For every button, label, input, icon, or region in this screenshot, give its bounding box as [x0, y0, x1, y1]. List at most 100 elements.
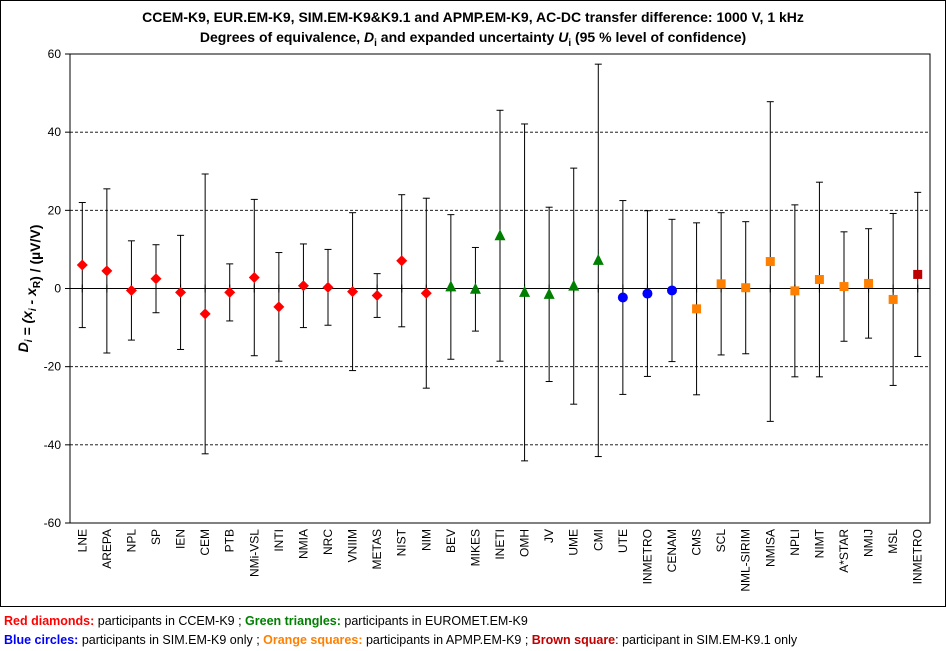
legend-text: participants in CCEM-K9 ; [94, 614, 246, 628]
data-point-square [716, 279, 726, 289]
x-tick-label: MIKES [468, 529, 482, 566]
subtitle-part: (95 % level of confidence) [571, 29, 747, 45]
legend: Red diamonds: participants in CCEM-K9 ; … [4, 612, 797, 650]
x-tick-label: INMETRO [911, 529, 925, 584]
x-tick-label: NIMT [812, 528, 826, 558]
x-tick-label: VNIIM [346, 529, 360, 562]
x-tick-label: NPL [124, 529, 138, 553]
data-point-square [913, 269, 923, 279]
legend-text: Green triangles: [245, 614, 341, 628]
x-tick-label: SCL [714, 529, 728, 553]
x-tick-label: BEV [444, 529, 458, 553]
x-tick-label: NPLI [788, 529, 802, 556]
x-tick-label: INTI [272, 529, 286, 552]
data-point-diamond [420, 287, 432, 299]
data-point-diamond [371, 290, 383, 302]
x-tick-label: NIST [395, 528, 409, 556]
y-axis-label-part: ) / (µV/V) [27, 225, 43, 281]
x-tick-label: UTE [616, 529, 630, 553]
subtitle-part: Degrees of equivalence, [199, 29, 365, 45]
data-point-diamond [248, 272, 260, 284]
data-point-circle [667, 285, 677, 296]
x-tick-label: CENAM [665, 529, 679, 572]
data-point-square [741, 283, 751, 293]
x-tick-label: A*STAR [837, 529, 851, 573]
x-tick-label: IEN [174, 529, 188, 549]
y-axis-label-part: D [15, 342, 31, 352]
x-tick-label: JV [542, 529, 556, 543]
data-point-triangle [445, 280, 457, 292]
legend-text: Red diamonds: [4, 614, 95, 628]
x-tick-label: MSL [886, 529, 900, 554]
subtitle-part: D [364, 29, 375, 45]
x-tick-label: PTB [223, 529, 237, 552]
y-tick-label: 60 [48, 47, 62, 61]
y-tick-label: 40 [48, 125, 62, 139]
y-axis-label-part: R [32, 280, 43, 288]
data-point-diamond [199, 308, 211, 320]
x-tick-label: NMISA [763, 529, 777, 567]
chart-title: CCEM-K9, EUR.EM-K9, SIM.EM-K9&K9.1 and A… [142, 9, 804, 25]
y-tick-label: 0 [54, 282, 61, 296]
legend-text: Blue circles: [4, 633, 79, 647]
data-point-diamond [175, 286, 187, 298]
subtitle-part: i [568, 37, 572, 49]
data-point-triangle [568, 279, 580, 291]
data-point-diamond [273, 301, 285, 313]
data-point-diamond [150, 273, 162, 285]
x-tick-label: NML-SIRIM [739, 529, 753, 592]
data-point-square [765, 257, 775, 267]
legend-text: Orange squares: [263, 633, 363, 647]
legend-text: participants in APMP.EM-K9 ; [362, 633, 532, 647]
legend-line-1: Red diamonds: participants in CCEM-K9 ; … [4, 612, 797, 631]
data-point-triangle [469, 282, 481, 294]
legend-line-2: Blue circles: participants in SIM.EM-K9 … [4, 631, 797, 650]
x-tick-label: INMETRO [640, 529, 654, 584]
y-axis-label-part: i [28, 308, 39, 311]
y-axis-label-part: i [24, 339, 35, 342]
x-tick-label: METAS [370, 529, 384, 569]
x-tick-label: CEM [198, 529, 212, 556]
data-point-triangle [543, 287, 555, 299]
x-tick-label: NMi-VSL [247, 529, 261, 577]
plot-svg: 60 40 20 0 -20 -40 -60 LNE AREPA NPL SP IEN CEM PTB NM… [15, 47, 931, 592]
data-point-triangle [519, 285, 531, 297]
data-point-circle [642, 288, 653, 299]
x-tick-label: NRC [321, 529, 335, 555]
x-tick-label: NMIJ [862, 529, 876, 557]
data-point-square [839, 282, 849, 292]
x-tick-label: OMH [518, 529, 532, 557]
data-point-diamond [322, 281, 334, 293]
y-axis-label-part: - x [23, 287, 39, 308]
x-tick-label: CMS [690, 529, 704, 556]
legend-text: Brown square [531, 633, 616, 647]
data-point-diamond [297, 280, 309, 292]
x-tick-label: CMI [591, 529, 605, 551]
data-point-diamond [396, 255, 408, 267]
data-point-diamond [224, 286, 236, 298]
data-point-triangle [592, 253, 604, 265]
x-tick-label: INETI [493, 529, 507, 560]
y-tick-label: 20 [48, 203, 62, 217]
y-tick-label: -60 [44, 516, 62, 530]
data-point-square [888, 294, 898, 304]
y-axis-label: Di = (xi - xR) / (µV/V) [15, 225, 43, 353]
subtitle-part: U [558, 29, 569, 45]
data-point-square [692, 304, 702, 314]
subtitle-part: i [374, 37, 377, 49]
x-tick-label: NIM [419, 529, 433, 551]
x-tick-label: AREPA [100, 529, 114, 569]
data-point-square [814, 275, 824, 285]
data-point-circle [617, 292, 628, 303]
x-tick-label: NMIA [296, 529, 310, 559]
y-tick-label: -40 [44, 438, 62, 452]
x-tick-label: LNE [75, 529, 89, 552]
chart-subtitle: Degrees of equivalence, Di and expanded … [0, 29, 946, 49]
x-tick-label: UME [567, 529, 581, 556]
x-tick-label: SP [149, 529, 163, 545]
data-point-diamond [125, 284, 137, 296]
data-point-diamond [76, 259, 88, 271]
data-point-square [790, 286, 800, 296]
y-tick-label: -20 [44, 360, 62, 374]
data-point-triangle [494, 229, 506, 241]
